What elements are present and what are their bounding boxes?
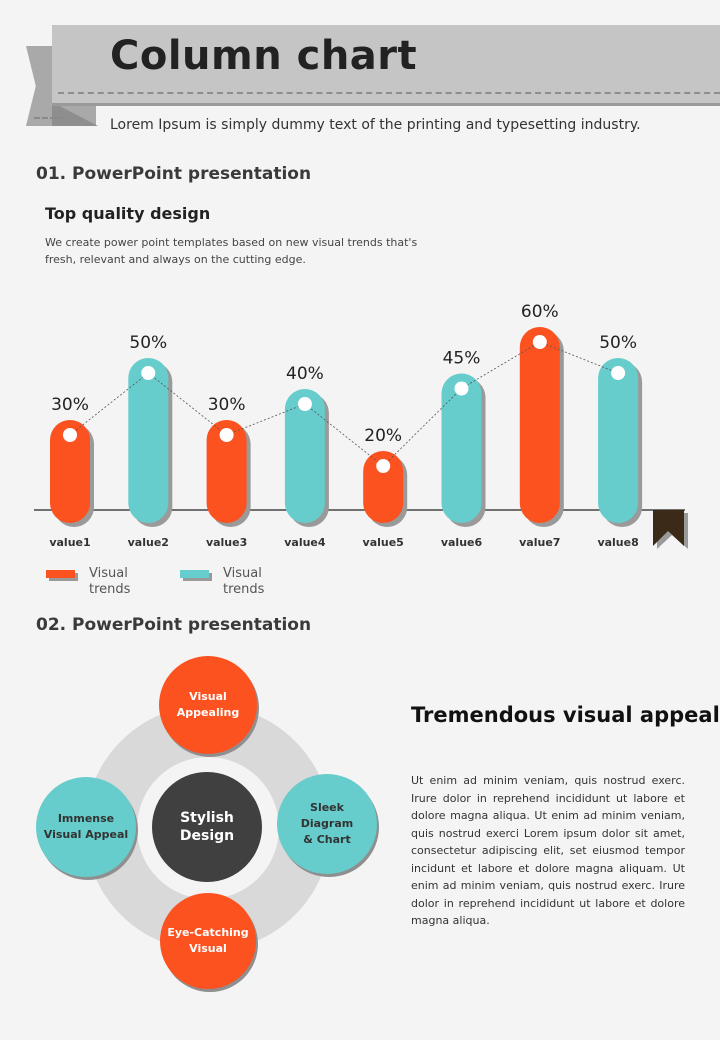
diagram-top-node: Visual Appealing <box>159 656 257 754</box>
diagram-center-label: Stylish Design <box>179 810 235 844</box>
trend-point <box>63 428 77 442</box>
trend-point <box>297 397 312 411</box>
x-tick-label: value2 <box>128 536 169 549</box>
x-tick-label: value6 <box>441 536 483 549</box>
diagram-top-label: Visual Appealing <box>176 690 240 719</box>
diagram-left-label: Immense Visual Appeal <box>43 812 129 841</box>
banner-shadow <box>52 103 720 106</box>
section1-heading: Top quality design <box>45 204 211 223</box>
diagram-center-node: Stylish Design <box>152 772 262 882</box>
section2-heading: Tremendous visual appeal <box>411 703 720 727</box>
trend-point <box>219 428 234 442</box>
legend-label: Visual trends <box>223 566 265 597</box>
data-label: 40% <box>286 364 324 384</box>
x-tick-label: value4 <box>284 536 326 549</box>
legend-swatch-orange <box>46 570 75 578</box>
bar-value4 <box>284 389 325 523</box>
bar-value5 <box>363 451 404 523</box>
bar-value2 <box>128 358 169 523</box>
legend-swatch-teal <box>180 570 209 578</box>
x-tick-label: value3 <box>206 536 247 549</box>
data-label: 30% <box>208 395 246 415</box>
trend-point <box>611 366 626 380</box>
data-label: 60% <box>521 302 559 322</box>
diagram-right-node: Sleek Diagram & Chart <box>277 774 377 874</box>
bar-value6 <box>441 373 482 523</box>
title-banner <box>52 25 720 103</box>
banner-stitch <box>58 92 720 94</box>
diagram-bottom-node: Eye-Catching Visual <box>160 893 256 989</box>
bar-value8 <box>598 358 639 523</box>
trend-point <box>532 335 547 349</box>
x-tick-label: value1 <box>49 536 90 549</box>
diagram-left-node: Immense Visual Appeal <box>36 777 136 877</box>
diagram-bottom-label: Eye-Catching Visual <box>167 926 249 955</box>
column-chart: 30% value1 50% value2 30% value3 40% value4 20% v… <box>34 302 688 549</box>
section1-title: 01. PowerPoint presentation <box>36 164 312 184</box>
page-subtitle: Lorem Ipsum is simply dummy text of the … <box>110 117 641 133</box>
trend-point <box>454 381 469 396</box>
diagram-right-label: Sleek Diagram & Chart <box>300 801 354 846</box>
x-tick-label: value7 <box>519 536 560 549</box>
x-tick-label: value5 <box>363 536 404 549</box>
trend-point <box>141 366 156 380</box>
data-label: 20% <box>364 426 402 446</box>
data-label: 50% <box>599 333 637 353</box>
data-label: 30% <box>51 395 89 415</box>
banner-tail-stitch <box>34 117 64 119</box>
section2-title: 02. PowerPoint presentation <box>36 615 312 635</box>
trend-point <box>376 459 391 473</box>
legend-entry-teal: Visual trends <box>180 566 283 598</box>
bar-value7 <box>519 327 560 523</box>
bar-value3 <box>206 420 247 523</box>
section2-body: Ut enim ad minim veniam, quis nostrud ex… <box>411 774 685 927</box>
legend-entry-orange: Visual trends <box>46 566 149 598</box>
data-label: 50% <box>129 333 167 353</box>
bar-value1 <box>50 420 90 523</box>
page-title: Column chart <box>110 33 418 79</box>
trend-line <box>69 341 619 467</box>
section1-description: We create power point templates based on… <box>45 236 418 266</box>
legend-label: Visual trends <box>89 566 131 597</box>
x-tick-label: value8 <box>597 536 638 549</box>
bookmark-icon <box>653 510 684 546</box>
data-label: 45% <box>443 349 481 369</box>
